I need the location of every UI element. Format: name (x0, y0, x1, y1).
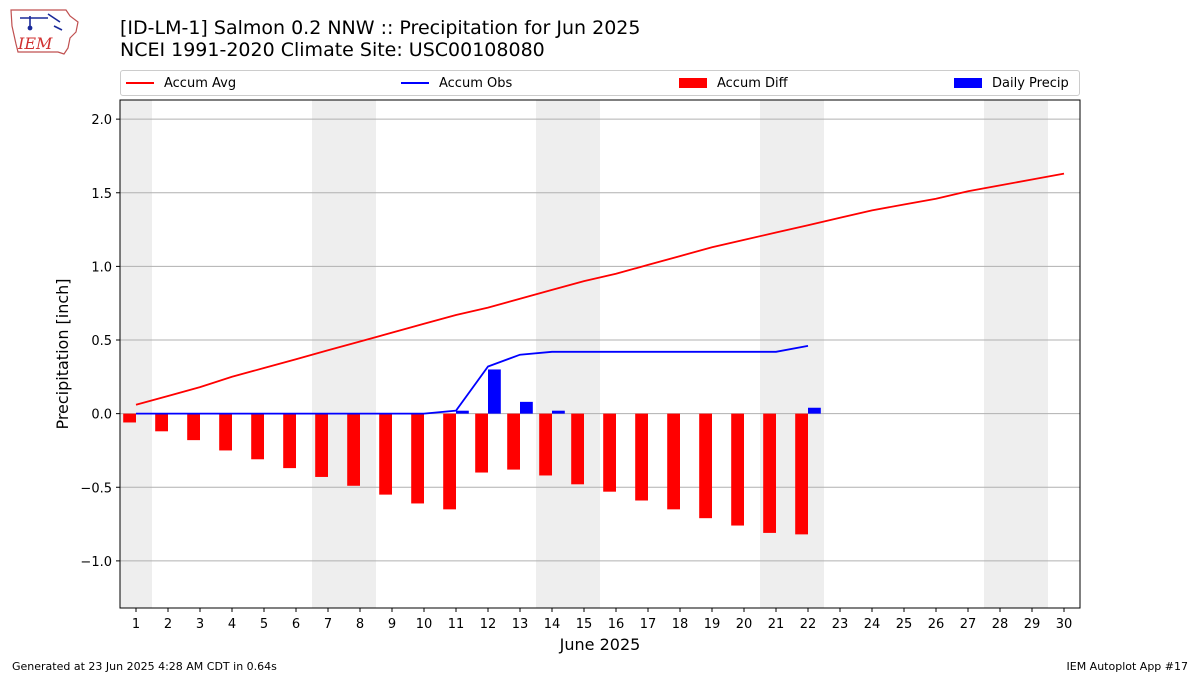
bar-accum-diff (763, 413, 776, 533)
xtick-label: 22 (800, 617, 817, 632)
bar-daily-precip (808, 407, 821, 414)
weekend-band-4 (984, 100, 1048, 608)
xtick-label: 2 (164, 617, 172, 632)
x-axis-label: June 2025 (559, 635, 641, 654)
ytick-label: 2.0 (91, 113, 112, 128)
ytick-label: −0.5 (80, 481, 112, 496)
logo-text: IEM (17, 34, 53, 53)
legend-item-daily-precip: Daily Precip (954, 71, 1069, 95)
bar-accum-diff (475, 413, 488, 473)
xtick-label: 25 (896, 617, 913, 632)
bar-accum-diff (187, 413, 200, 441)
bar-accum-diff (699, 413, 712, 519)
wind-vane-icon (20, 13, 63, 31)
bar-accum-diff (283, 413, 296, 469)
xtick-label: 26 (928, 617, 945, 632)
xtick-label: 17 (640, 617, 657, 632)
legend-label-accum-avg: Accum Avg (164, 75, 237, 91)
legend-item-accum-obs: Accum Obs (401, 71, 512, 95)
legend-label-daily-precip: Daily Precip (992, 75, 1069, 91)
line-accum-obs (136, 345, 809, 415)
bar-accum-diff (315, 413, 328, 477)
bar-accum-diff (379, 413, 392, 495)
iem-logo: IEM (10, 9, 79, 55)
bar-accum-diff (731, 413, 744, 526)
chart-legend: Accum Avg Accum Obs Accum Diff Daily Pre… (120, 70, 1080, 96)
bar-daily-precip (552, 410, 565, 414)
bar-accum-diff (411, 413, 424, 504)
xtick-label: 4 (228, 617, 236, 632)
bar-accum-diff (123, 413, 136, 423)
xtick-label: 19 (704, 617, 721, 632)
xtick-label: 12 (480, 617, 497, 632)
legend-swatch-daily-precip (954, 78, 982, 88)
weekend-band-0 (120, 100, 152, 608)
ytick-label: −1.0 (80, 555, 112, 570)
xtick-label: 27 (960, 617, 977, 632)
xtick-label: 7 (324, 617, 332, 632)
legend-item-accum-avg: Accum Avg (126, 71, 236, 95)
xtick-label: 15 (576, 617, 593, 632)
xtick-label: 16 (608, 617, 625, 632)
xtick-label: 5 (260, 617, 268, 632)
legend-swatch-accum-obs (401, 82, 429, 84)
xtick-label: 3 (196, 617, 204, 632)
bar-accum-diff (347, 413, 360, 486)
legend-swatch-accum-diff (679, 78, 707, 88)
xtick-label: 23 (832, 617, 849, 632)
y-axis-label: Precipitation [inch] (53, 278, 72, 429)
ytick-label: 0.0 (91, 408, 112, 423)
ytick-label: 1.0 (91, 260, 112, 275)
bar-accum-diff (507, 413, 520, 470)
bar-accum-diff (571, 413, 584, 485)
bar-accum-diff (219, 413, 232, 451)
xtick-label: 18 (672, 617, 689, 632)
xtick-label: 20 (736, 617, 753, 632)
xtick-label: 21 (768, 617, 785, 632)
weekend-band-1 (312, 100, 376, 608)
ytick-label: 1.5 (91, 187, 112, 202)
footer-generated: Generated at 23 Jun 2025 4:28 AM CDT in … (12, 660, 277, 673)
weekend-band-2 (536, 100, 600, 608)
chart-title: [ID-LM-1] Salmon 0.2 NNW :: Precipitatio… (120, 17, 641, 39)
bar-accum-diff (603, 413, 616, 492)
bar-daily-precip (488, 369, 501, 414)
bar-daily-precip (456, 410, 469, 414)
xtick-label: 6 (292, 617, 300, 632)
bar-accum-diff (155, 413, 168, 432)
xtick-label: 28 (992, 617, 1009, 632)
xtick-label: 24 (864, 617, 881, 632)
xtick-label: 9 (388, 617, 396, 632)
axes-frame (119, 99, 1081, 609)
xtick-label: 14 (544, 617, 561, 632)
legend-label-accum-obs: Accum Obs (439, 75, 513, 91)
xtick-label: 10 (416, 617, 433, 632)
xtick-label: 11 (448, 617, 465, 632)
bar-accum-diff (539, 413, 552, 476)
xtick-label: 1 (132, 617, 140, 632)
line-accum-avg (135, 172, 1065, 406)
plot-area (123, 172, 1065, 535)
xtick-label: 8 (356, 617, 364, 632)
legend-swatch-accum-avg (126, 82, 154, 84)
bar-accum-diff (667, 413, 680, 510)
xtick-label: 29 (1024, 617, 1041, 632)
bar-accum-diff (635, 413, 648, 501)
legend-item-accum-diff: Accum Diff (679, 71, 788, 95)
bar-accum-diff (443, 413, 456, 510)
bar-accum-diff (795, 413, 808, 535)
xtick-label: 13 (512, 617, 529, 632)
legend-label-accum-diff: Accum Diff (717, 75, 788, 91)
footer-app: IEM Autoplot App #17 (1066, 660, 1189, 673)
xtick-label: 30 (1056, 617, 1073, 632)
iowa-state-outline (10, 9, 79, 55)
chart-subtitle: NCEI 1991-2020 Climate Site: USC00108080 (120, 39, 545, 61)
ytick-label: 0.5 (91, 334, 112, 349)
bar-daily-precip (520, 401, 533, 414)
bar-accum-diff (251, 413, 264, 460)
